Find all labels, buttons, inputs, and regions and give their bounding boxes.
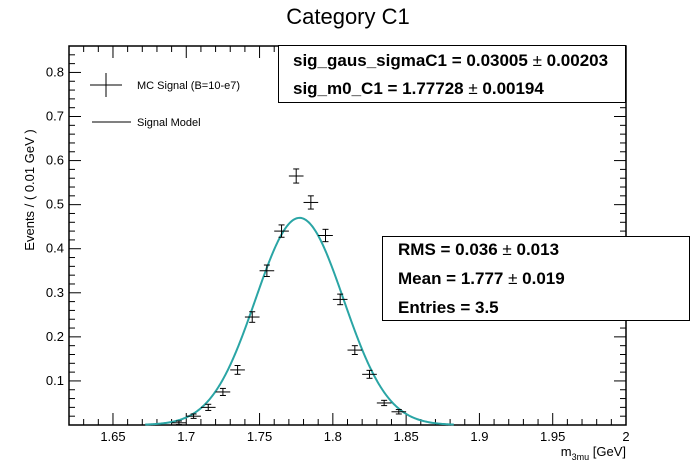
y-axis-label: Events / ( 0.01 GeV ) <box>22 129 37 250</box>
mc-signal-point <box>230 365 245 375</box>
legend: MC Signal (B=10-e7) Signal Model <box>90 73 240 129</box>
stats-rms-row: RMS = 0.036 ± 0.013 <box>398 240 559 260</box>
legend-mc-signal-label: MC Signal (B=10-e7) <box>137 80 240 92</box>
mc-signal-point <box>303 195 319 210</box>
stats-mean-err: 0.019 <box>517 269 565 288</box>
stats-rms-pm: ± <box>502 240 512 259</box>
mc-signal-point <box>186 413 201 419</box>
stats-mean-row: Mean = 1.777 ± 0.019 <box>398 269 565 289</box>
y-tick-label: 0.6 <box>46 153 64 168</box>
mc-signal-layer <box>171 168 407 426</box>
y-tick-label: 0.4 <box>46 241 64 256</box>
mc-signal-point <box>259 264 275 277</box>
stats-mean-pm: ± <box>508 269 518 288</box>
x-tick-label: 1.8 <box>324 429 342 444</box>
mc-signal-point <box>318 228 333 243</box>
y-tick-label: 0.2 <box>46 329 64 344</box>
stats-mean-label: Mean = 1.777 <box>398 269 509 288</box>
y-tick-label: 0.8 <box>46 64 64 79</box>
statistics-box: RMS = 0.036 ± 0.013 Mean = 1.777 ± 0.019… <box>382 236 690 321</box>
legend-signal-model-label: Signal Model <box>137 117 201 129</box>
mc-signal-point <box>200 403 216 411</box>
mc-signal-point <box>244 311 260 323</box>
y-tick-label: 0.5 <box>46 197 64 212</box>
x-tick-label: 1.75 <box>247 429 272 444</box>
x-tick-label: 1.95 <box>540 429 565 444</box>
y-tick-label: 0.3 <box>46 285 64 300</box>
x-axis-label: m3mu [GeV] <box>561 444 626 462</box>
stats-rms-label: RMS = 0.036 <box>398 240 503 259</box>
mc-signal-point <box>288 168 304 184</box>
x-axis: 1.65 1.7 1.75 1.8 1.85 1.9 1.95 2 <box>68 46 630 444</box>
x-tick-label: 1.9 <box>470 429 488 444</box>
stats-entries-row: Entries = 3.5 <box>398 298 499 318</box>
x-tick-label: 1.7 <box>177 429 195 444</box>
fit-m0-pm: ± <box>468 79 478 98</box>
mc-signal-point <box>215 387 231 396</box>
x-axis-label-main: m <box>561 444 572 459</box>
y-tick-label: 0.1 <box>46 373 64 388</box>
fit-sigma-pm: ± <box>532 51 542 70</box>
mc-signal-point <box>391 409 407 415</box>
chart-title: Category C1 <box>286 4 410 29</box>
stats-rms-err: 0.013 <box>511 240 560 259</box>
fit-m0-err: 0.00194 <box>477 79 544 98</box>
y-tick-label: 0.7 <box>46 109 64 124</box>
fit-m0-row: sig_m0_C1 = 1.77728 ± 0.00194 <box>293 79 544 99</box>
mc-signal-point <box>347 345 363 355</box>
mc-signal-point <box>171 420 187 426</box>
x-axis-label-sub: 3mu <box>572 452 590 462</box>
fit-sigma-row: sig_gaus_sigmaC1 = 0.03005 ± 0.00203 <box>293 51 608 71</box>
x-tick-label: 1.85 <box>393 429 418 444</box>
stats-entries-label: Entries = 3.5 <box>398 298 499 317</box>
fit-sigma-err: 0.00203 <box>541 51 609 70</box>
mc-signal-point <box>376 399 392 407</box>
fit-parameters-box: sig_gaus_sigmaC1 = 0.03005 ± 0.00203 sig… <box>278 45 626 103</box>
mc-signal-point <box>274 224 289 238</box>
mc-signal-point <box>362 369 377 379</box>
x-tick-label: 1.65 <box>100 429 125 444</box>
fit-sigma-label: sig_gaus_sigmaC1 = 0.03005 <box>293 51 533 70</box>
mc-signal-point <box>332 293 348 306</box>
x-tick-label: 2 <box>622 429 629 444</box>
x-axis-label-unit: [GeV] <box>589 444 626 459</box>
fit-m0-label: sig_m0_C1 = 1.77728 <box>293 79 469 98</box>
